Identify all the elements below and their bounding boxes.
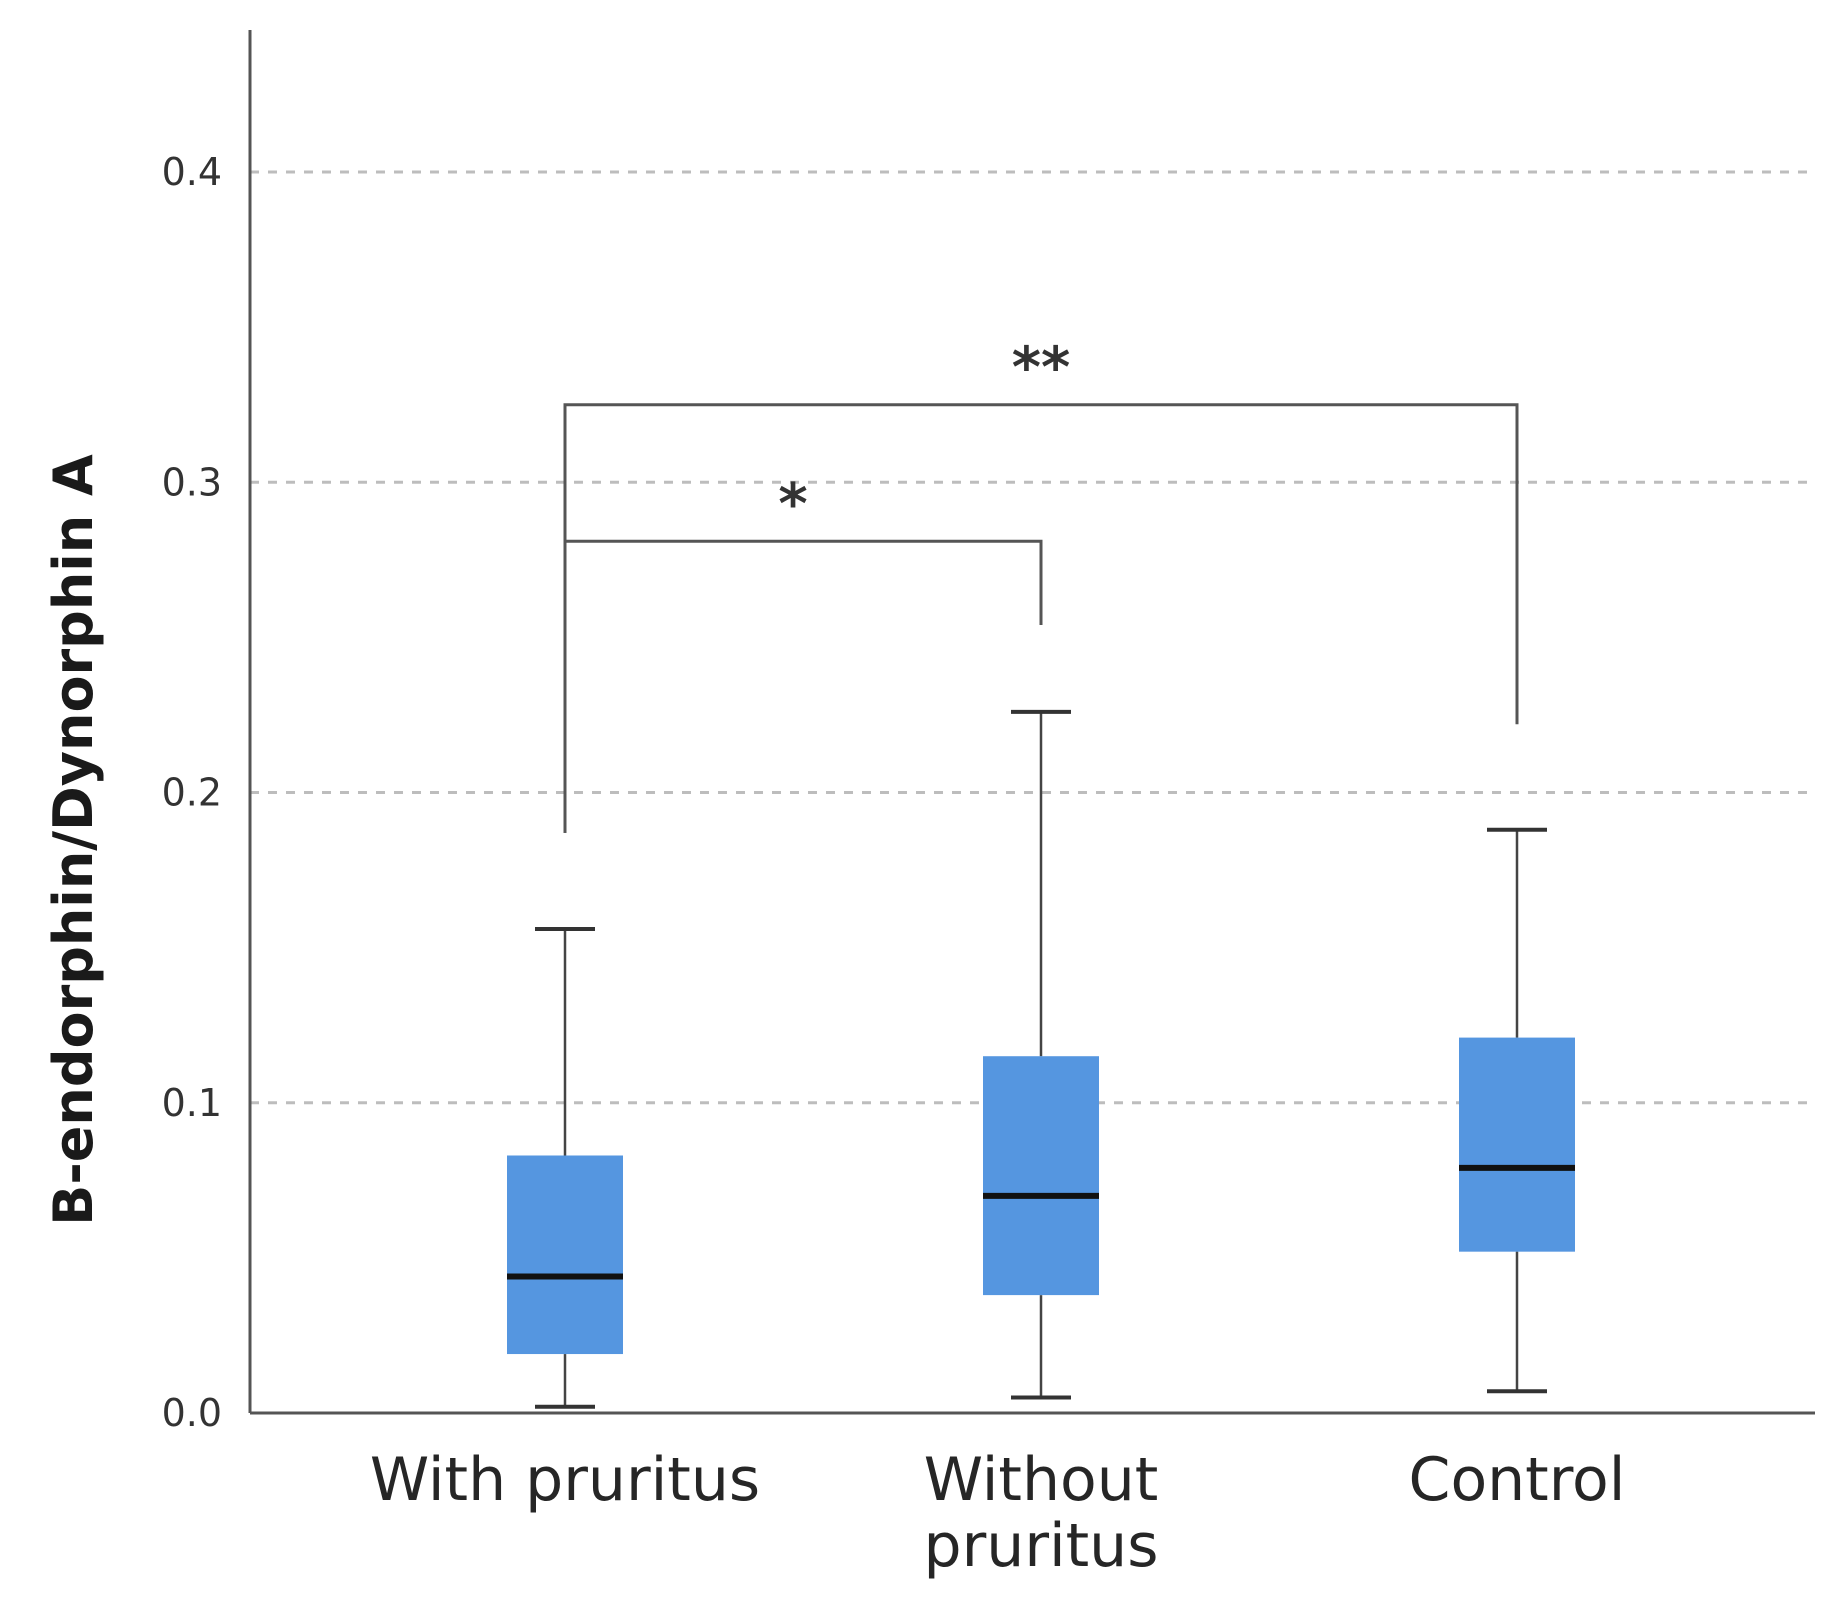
box-iqr: [1459, 1037, 1575, 1252]
y-tick-labels: 0.0 0.1 0.2 0.3 0.4: [162, 150, 222, 1435]
y-tick-label: 0.0: [162, 1391, 222, 1435]
box-iqr: [983, 1056, 1099, 1296]
y-tick-label: 0.3: [162, 460, 222, 504]
box-group: [1459, 827, 1575, 1394]
box-group: [507, 927, 623, 1409]
significance-label: **: [1012, 336, 1071, 401]
y-axis-title: B-endorphin/Dynorphin A: [42, 454, 105, 1226]
axes: [248, 30, 1815, 1415]
gridlines: [250, 170, 1815, 1105]
y-tick-label: 0.1: [162, 1081, 222, 1125]
significance-bracket: **: [563, 336, 1519, 833]
category-labels: With pruritus Without pruritus Control: [370, 1445, 1626, 1581]
bracket-line: [563, 403, 1519, 833]
box-iqr: [507, 1155, 623, 1355]
significance-bracket: *: [563, 472, 1043, 833]
x-category-label: Without pruritus: [924, 1445, 1159, 1581]
x-category-label: With pruritus: [370, 1445, 760, 1515]
significance-label: *: [778, 472, 807, 537]
x-category-label: Control: [1409, 1445, 1626, 1515]
boxes: [507, 709, 1575, 1409]
bracket-line: [563, 539, 1043, 833]
box-group: [983, 709, 1099, 1400]
significance-brackets: ***: [563, 336, 1519, 833]
y-tick-label: 0.4: [162, 150, 222, 194]
y-tick-label: 0.2: [162, 771, 222, 815]
